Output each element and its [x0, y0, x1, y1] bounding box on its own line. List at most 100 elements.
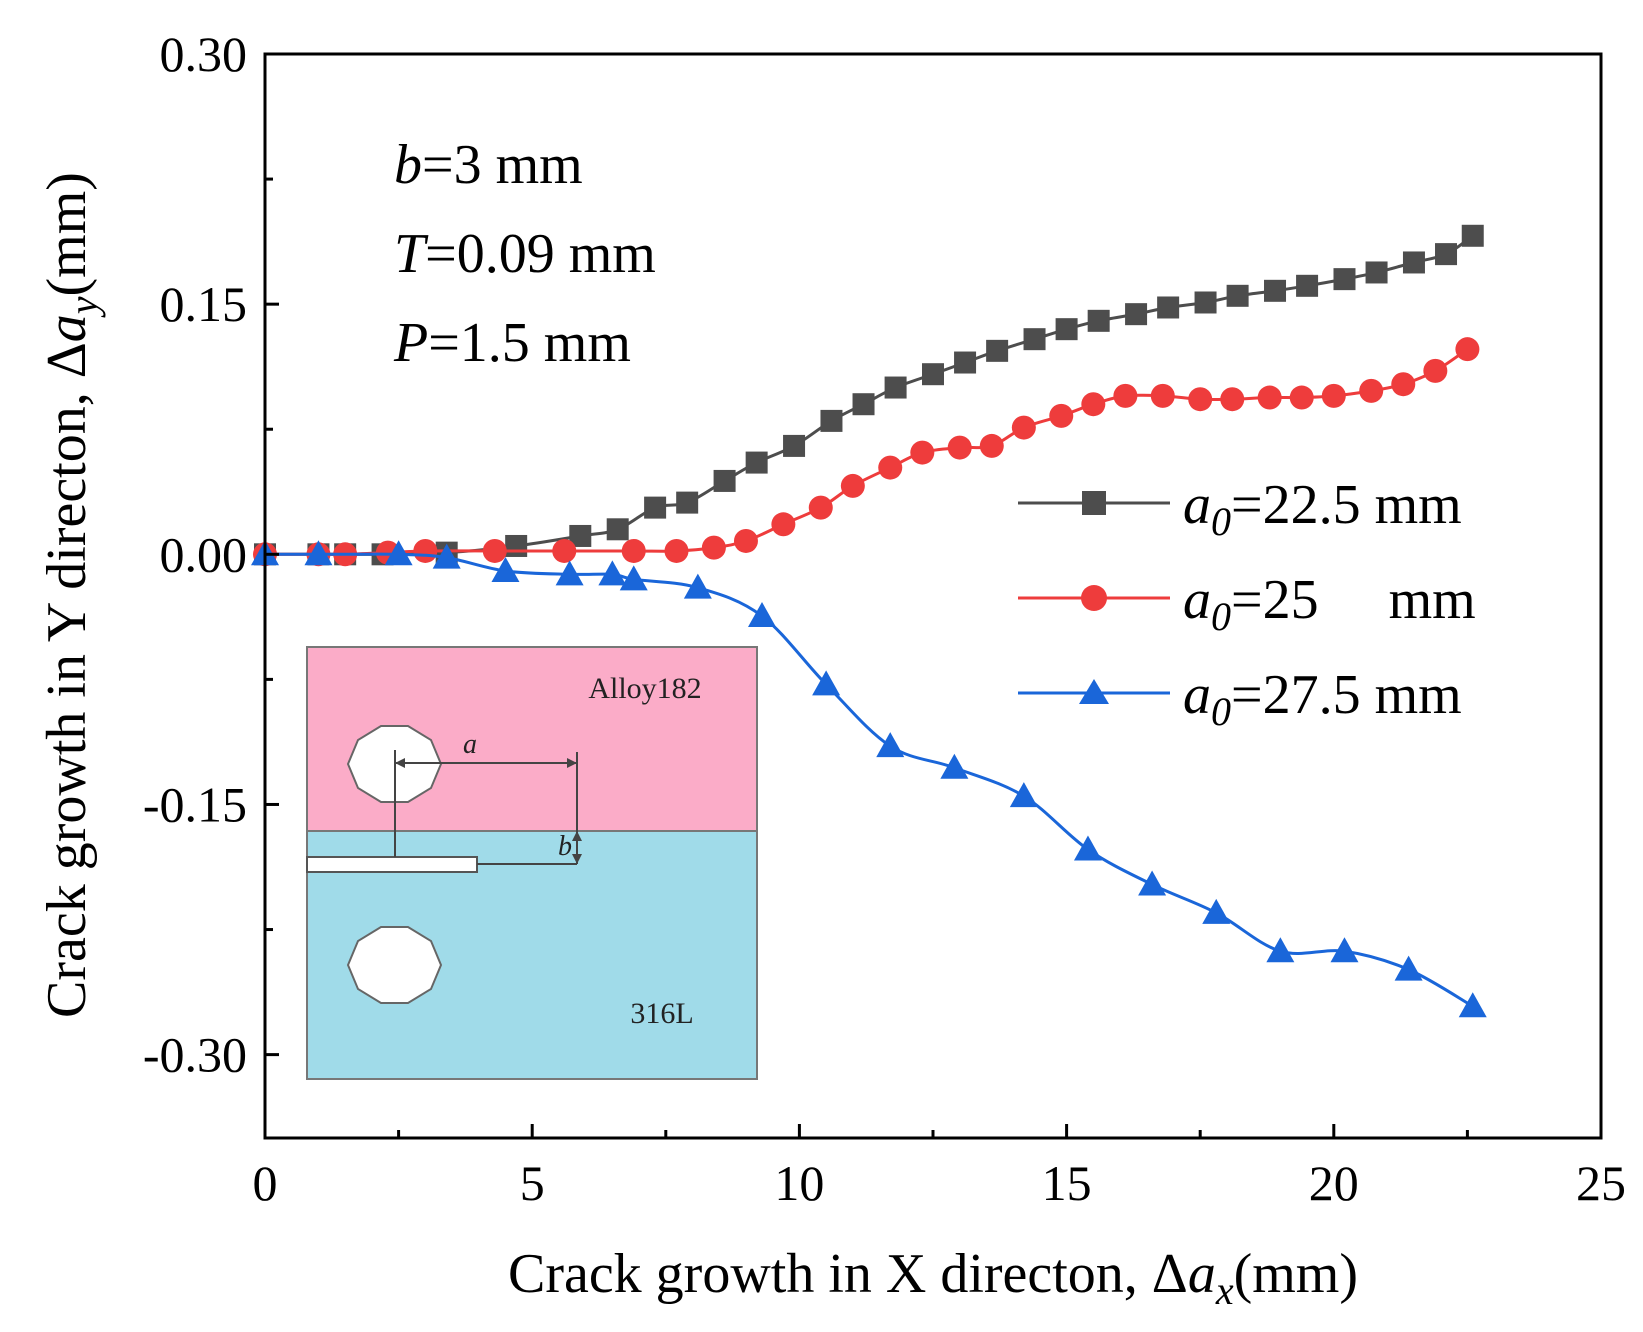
- x-tick-label: 5: [520, 1155, 545, 1211]
- data-point: [812, 670, 841, 696]
- y-tick-label: 0.00: [160, 526, 248, 582]
- ticks-layer: 0 5 10 15 20 25 -0.30 -0.15 0.00 0.15 0.30: [143, 26, 1626, 1211]
- data-point: [644, 496, 667, 519]
- series-3: [251, 540, 1487, 1018]
- data-point: [432, 543, 461, 569]
- data-point: [304, 540, 333, 566]
- data-point: [947, 435, 972, 460]
- data-point: [1391, 372, 1416, 397]
- data-point: [384, 540, 413, 566]
- x-tick-label: 25: [1576, 1155, 1626, 1211]
- inset-bottom-hole: [346, 926, 443, 1004]
- inset-dim-a-label: a: [463, 729, 477, 760]
- data-point: [1423, 358, 1448, 383]
- data-point: [413, 538, 438, 563]
- data-point: [910, 440, 935, 465]
- data-point: [1226, 284, 1249, 307]
- x-tick-label: 10: [774, 1155, 824, 1211]
- data-point: [1264, 279, 1287, 302]
- data-point: [1194, 291, 1217, 314]
- legend-label-series-3: a0=27.5 mm: [1183, 664, 1462, 734]
- data-point: [986, 339, 1009, 362]
- data-point: [683, 573, 712, 599]
- data-point: [1402, 251, 1425, 274]
- annotation-p: P=1.5 mm: [393, 312, 631, 374]
- data-point: [771, 512, 796, 537]
- data-point: [1296, 274, 1319, 297]
- data-point: [878, 455, 903, 480]
- data-point: [569, 524, 592, 547]
- data-point: [1455, 337, 1480, 362]
- data-point: [820, 409, 843, 432]
- data-point: [1055, 318, 1078, 341]
- legend-label-series-2: a0=25 mm: [1183, 569, 1476, 639]
- data-point: [606, 518, 629, 541]
- data-point: [505, 534, 528, 557]
- data-point: [747, 602, 776, 628]
- data-point: [555, 560, 584, 586]
- data-point: [1458, 992, 1487, 1018]
- data-point: [876, 732, 905, 758]
- data-point: [619, 565, 648, 591]
- series-2: [253, 337, 1480, 567]
- data-point: [1073, 835, 1102, 861]
- data-point: [621, 538, 646, 563]
- data-point: [1461, 224, 1484, 247]
- data-point: [1011, 415, 1036, 440]
- data-point: [1081, 392, 1106, 417]
- data-point: [1157, 296, 1180, 319]
- data-point: [491, 556, 520, 582]
- data-point: [664, 538, 689, 563]
- annotation-t: T=0.09 mm: [394, 223, 656, 285]
- specimen-inset: a b Alloy182 316L: [306, 646, 758, 1080]
- parameter-annotations: b=3 mm T=0.09 mm P=1.5 mm: [393, 134, 656, 374]
- y-tick-label: 0.15: [160, 276, 248, 332]
- x-tick-label: 0: [253, 1155, 278, 1211]
- inset-dim-b-arrow-bottom: [572, 854, 582, 864]
- legend-marker-series-1: [1082, 491, 1106, 515]
- legend-label-series-1: a0=22.5 mm: [1183, 474, 1462, 544]
- data-point: [1333, 268, 1356, 291]
- data-point: [1202, 898, 1231, 924]
- data-point: [1150, 383, 1175, 408]
- data-point: [1321, 383, 1346, 408]
- data-point: [1365, 261, 1388, 284]
- inset-dim-b-arrow-top: [572, 831, 582, 841]
- data-point: [884, 376, 907, 399]
- data-point: [922, 363, 944, 386]
- inset-dim-a-arrow-right: [567, 758, 577, 768]
- data-point: [1394, 955, 1423, 981]
- x-tick-label: 15: [1042, 1155, 1092, 1211]
- data-point: [1138, 870, 1167, 896]
- y-tick-label: -0.15: [143, 776, 247, 832]
- data-point: [979, 433, 1004, 458]
- data-point: [954, 351, 977, 374]
- data-point: [940, 753, 969, 779]
- data-point: [1188, 387, 1213, 412]
- annotation-b: b=3 mm: [394, 134, 583, 196]
- legend: a0=22.5 mm a0=25 mm a0=27.5 mm: [1018, 474, 1476, 734]
- inset-alloy182-label: Alloy182: [588, 672, 701, 705]
- data-point: [1257, 385, 1282, 410]
- data-point: [1009, 782, 1038, 808]
- legend-marker-series-2: [1081, 585, 1107, 611]
- series-layer: [251, 224, 1487, 1018]
- data-point: [1087, 309, 1110, 332]
- data-point: [745, 451, 768, 474]
- inset-316l-label: 316L: [630, 997, 693, 1030]
- data-point: [1330, 937, 1359, 963]
- data-point: [1435, 243, 1458, 266]
- inset-dim-b-label: b: [558, 831, 572, 862]
- data-point: [852, 393, 875, 416]
- data-point: [676, 491, 699, 514]
- data-point: [783, 434, 806, 457]
- data-point: [482, 538, 507, 563]
- data-point: [1125, 303, 1148, 326]
- data-point: [1359, 378, 1384, 403]
- inset-dim-a-arrow-left: [395, 758, 405, 768]
- x-tick-label: 20: [1309, 1155, 1359, 1211]
- inset-notch: [306, 856, 478, 873]
- data-point: [1023, 328, 1046, 351]
